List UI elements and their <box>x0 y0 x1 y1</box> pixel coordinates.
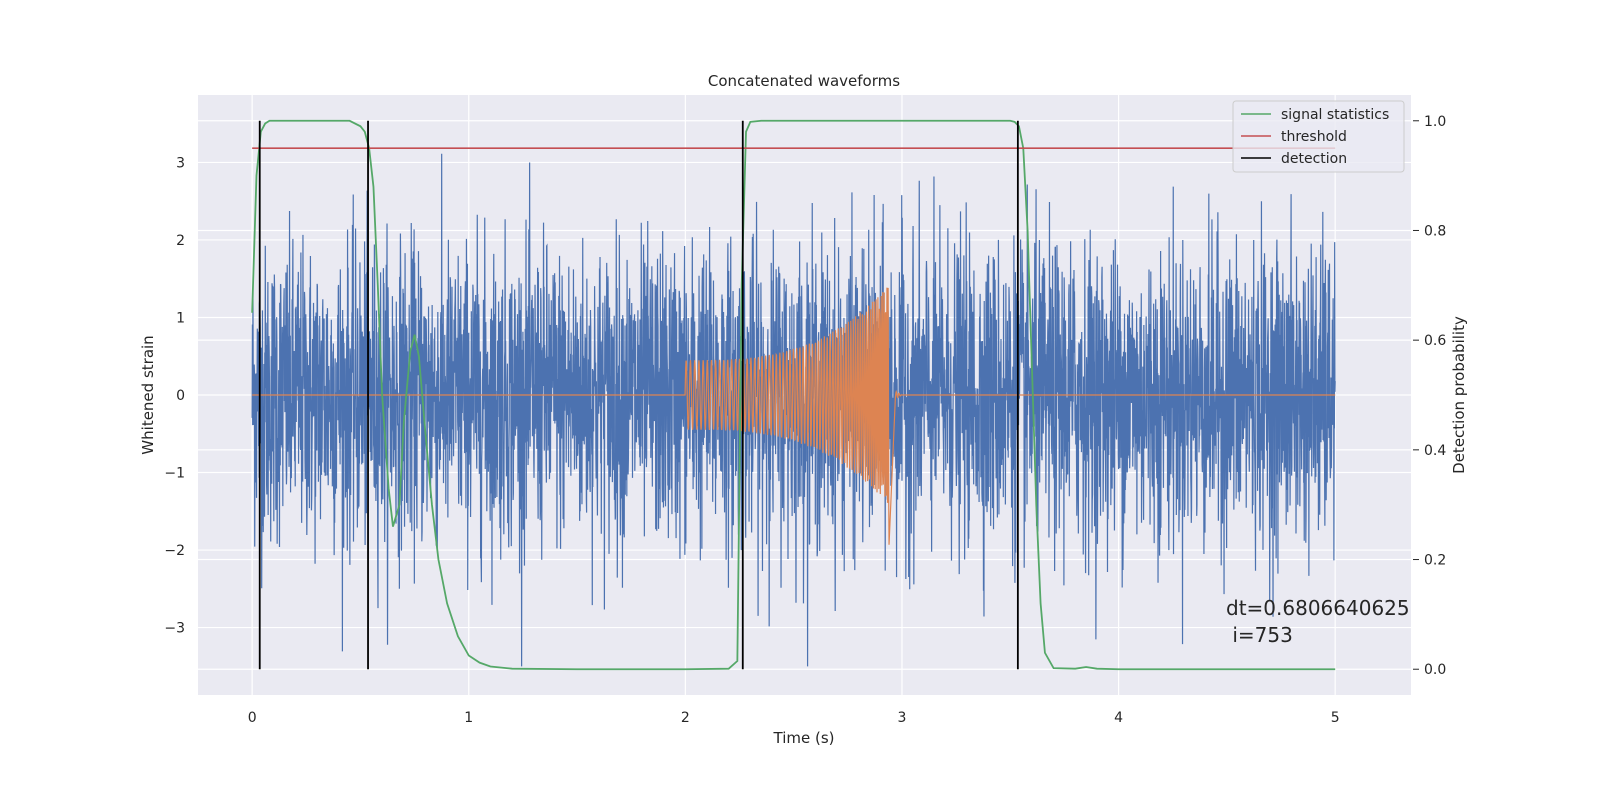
y-right-tick-label: 1.0 <box>1424 114 1446 130</box>
y-right-tick-label: 0.2 <box>1424 553 1446 569</box>
y-right-tick-label: 0.0 <box>1424 662 1446 678</box>
series-chirp-line <box>252 287 1336 545</box>
legend: signal statistics threshold detection <box>1232 100 1405 173</box>
x-tick-label: 4 <box>1114 710 1123 726</box>
y-left-tick-label: −2 <box>164 543 185 559</box>
x-tick-label: 1 <box>464 710 473 726</box>
y-right-tick-label: 0.8 <box>1424 223 1446 239</box>
x-axis-ticks: 0 1 2 3 4 5 <box>248 710 1340 726</box>
legend-box <box>1232 100 1405 173</box>
y-right-axis-label: Detection probability <box>1450 316 1468 474</box>
x-axis-label: Time (s) <box>773 729 835 747</box>
x-tick-label: 5 <box>1331 710 1340 726</box>
x-tick-label: 0 <box>248 710 257 726</box>
y-left-tick-label: −3 <box>164 621 185 637</box>
annotation-dt: dt=0.6806640625 <box>1226 596 1410 620</box>
y-left-axis-ticks: −3 −2 −1 0 1 2 3 <box>164 155 185 636</box>
chart-title: Concatenated waveforms <box>708 72 900 90</box>
y-left-tick-label: −1 <box>164 466 185 482</box>
y-left-tick-label: 1 <box>176 310 185 326</box>
series-noise-line <box>251 153 1336 667</box>
legend-label-signal-statistics: signal statistics <box>1281 107 1389 123</box>
x-tick-label: 2 <box>681 710 690 726</box>
y-left-tick-label: 2 <box>176 233 185 249</box>
series-layer <box>251 119 1336 671</box>
y-left-tick-label: 3 <box>176 155 185 171</box>
y-right-tick-label: 0.4 <box>1424 443 1446 459</box>
x-tick-label: 3 <box>898 710 907 726</box>
y-right-tick-label: 0.6 <box>1424 333 1446 349</box>
y-right-axis-ticks: 0.0 0.2 0.4 0.6 0.8 1.0 <box>1413 114 1446 678</box>
annotation-i: i=753 <box>1226 623 1293 647</box>
y-left-tick-label: 0 <box>176 388 185 404</box>
legend-label-detection: detection <box>1281 151 1347 167</box>
series-signal-statistics-line <box>251 119 1336 671</box>
y-left-axis-label: Whitened strain <box>139 335 157 454</box>
legend-label-threshold: threshold <box>1281 129 1347 145</box>
